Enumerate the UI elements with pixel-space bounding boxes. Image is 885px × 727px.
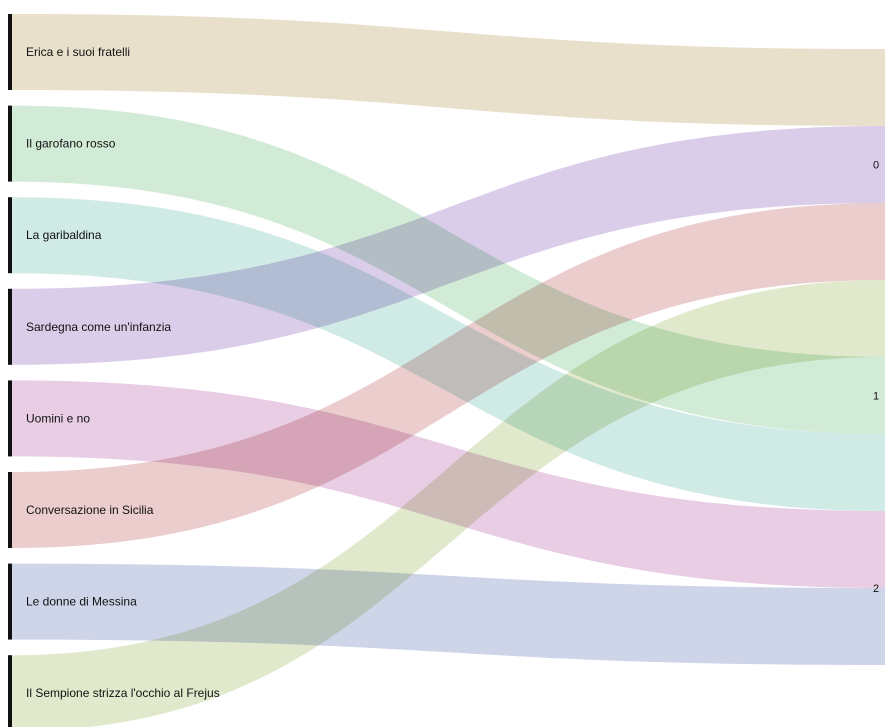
- source-node-label: Il Sempione strizza l'occhio al Frejus: [26, 686, 220, 700]
- labels-layer: Erica e i suoi fratelli Il garofano rosso…: [26, 45, 879, 700]
- flow-link: [12, 105, 885, 434]
- source-nodes-layer: [8, 14, 12, 727]
- source-node-label: Erica e i suoi fratelli: [26, 45, 130, 59]
- source-node-label: Sardegna come un'infanzia: [26, 320, 171, 334]
- flow-link: [12, 563, 885, 665]
- source-node-bar: [8, 105, 12, 182]
- target-node-label: 2: [873, 583, 879, 595]
- flow-link: [12, 197, 885, 511]
- source-node-label: La garibaldina: [26, 228, 102, 242]
- source-node-bar: [8, 472, 12, 548]
- flows-layer: [12, 14, 885, 727]
- source-node-bar: [8, 14, 12, 90]
- source-node-bar: [8, 288, 12, 365]
- source-node-label: Conversazione in Sicilia: [26, 503, 154, 517]
- source-node-bar: [8, 563, 12, 640]
- source-node-bar: [8, 655, 12, 727]
- source-node-label: Le donne di Messina: [26, 595, 137, 609]
- source-node-label: Uomini e no: [26, 411, 90, 425]
- source-node-label: Il garofano rosso: [26, 137, 116, 151]
- flow-link: [12, 380, 885, 588]
- target-node-label: 1: [873, 391, 879, 403]
- target-node-label: 0: [873, 160, 879, 172]
- source-node-bar: [8, 197, 12, 274]
- flow-link: [12, 14, 885, 126]
- source-node-bar: [8, 380, 12, 457]
